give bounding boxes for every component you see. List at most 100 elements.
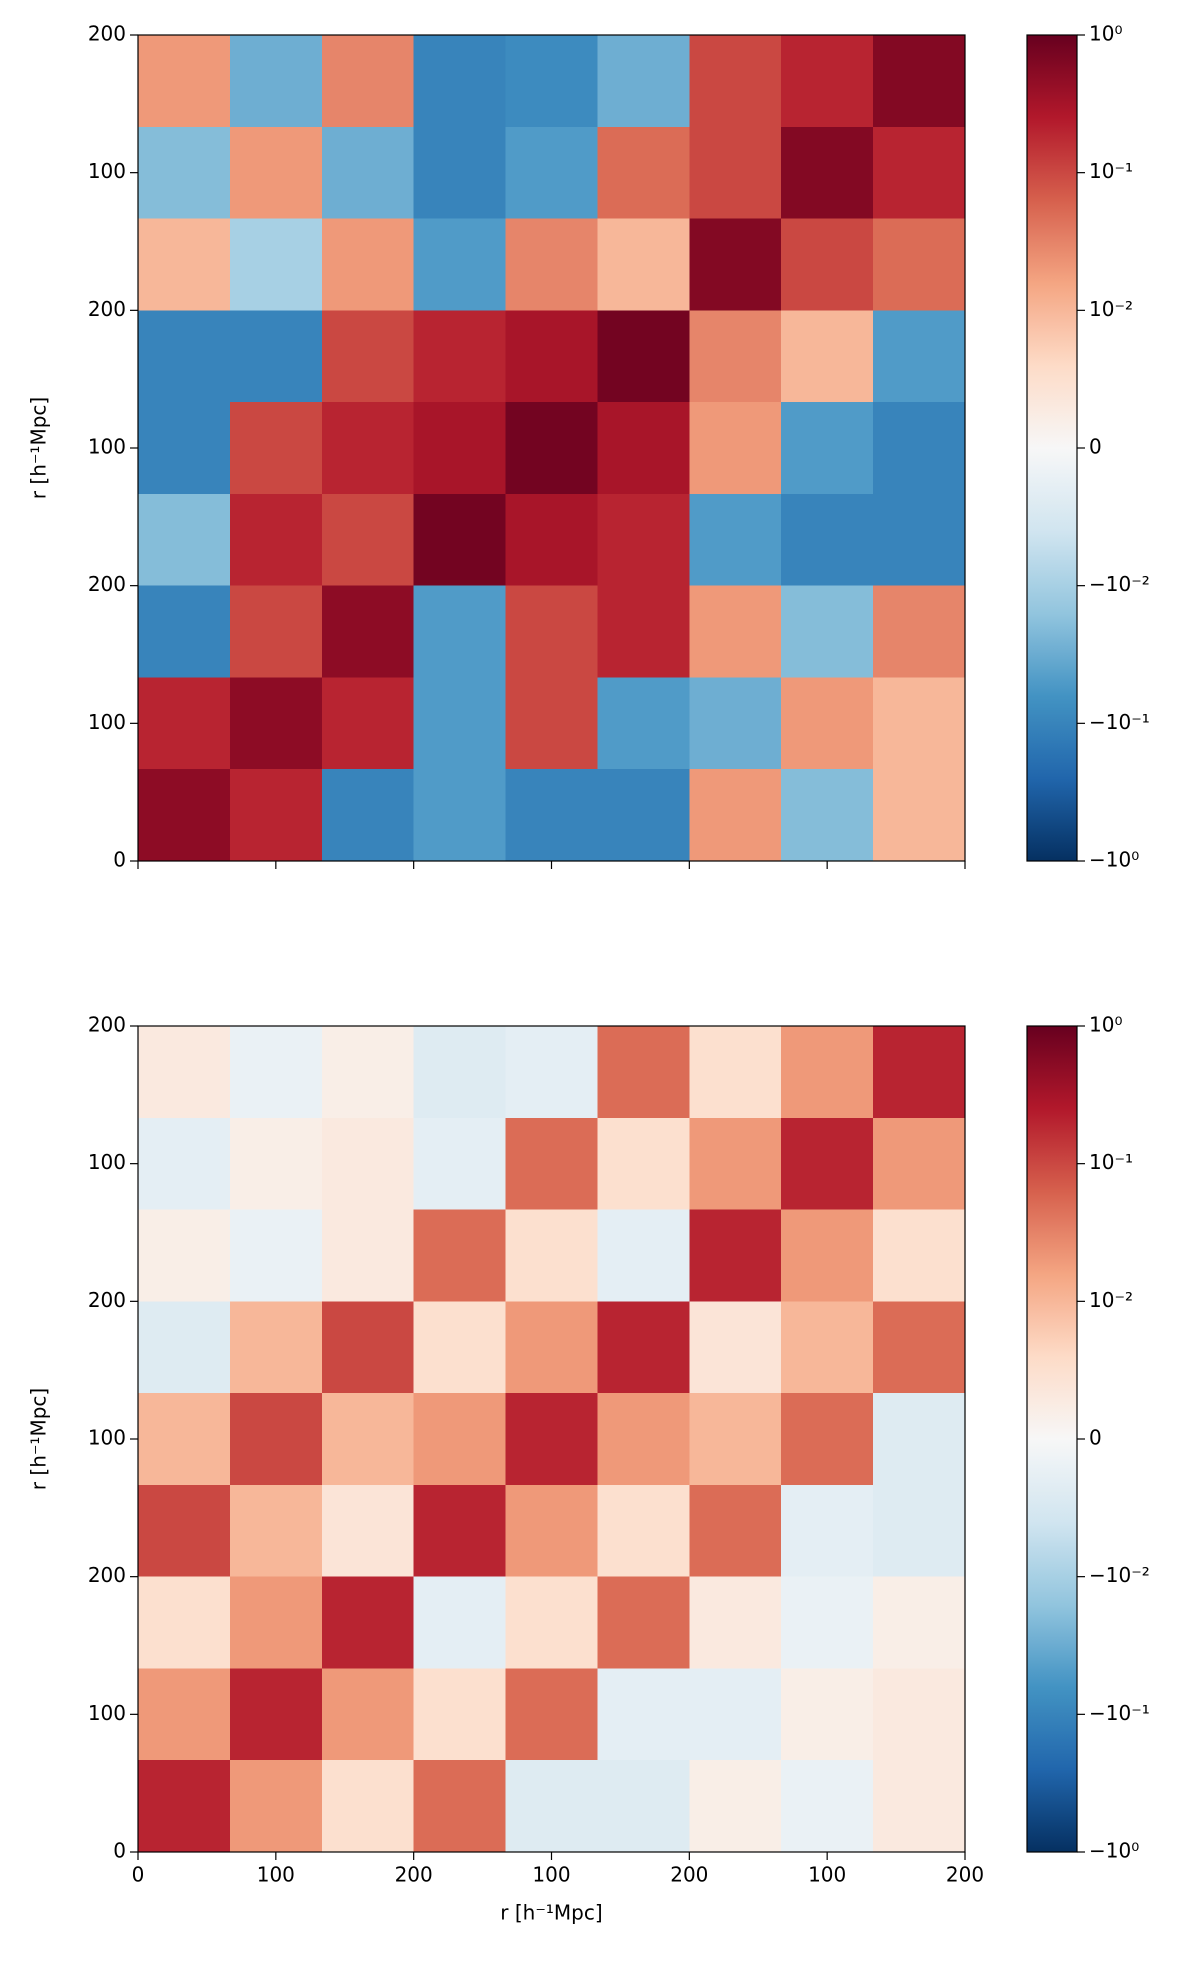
heatmap-cell (505, 1484, 598, 1578)
heatmap-cell (689, 585, 782, 678)
heatmap-cell (689, 1393, 782, 1486)
heatmap-cell (229, 1576, 323, 1669)
heatmap-cell (505, 218, 598, 311)
heatmap-cell (138, 1117, 231, 1211)
heatmap-cell (873, 769, 966, 862)
heatmap-cell (505, 493, 598, 587)
heatmap-cell (873, 493, 966, 587)
heatmap-cell (229, 1117, 323, 1211)
heatmap-cell (413, 126, 507, 220)
x-axis-label: r [h⁻¹Mpc] (500, 1901, 602, 1925)
heatmap-cell (413, 310, 507, 403)
heatmap-cell (321, 1393, 415, 1486)
colorbar-tick-label: 0 (1089, 1426, 1102, 1450)
heatmap-cell (873, 1026, 966, 1119)
heatmap-cell (781, 493, 874, 587)
heatmap-cell (689, 1301, 782, 1394)
heatmap-cell (781, 1301, 874, 1394)
y-tick-label: 100 (88, 435, 126, 459)
heatmap-cell (597, 493, 690, 587)
heatmap-cell (138, 1668, 231, 1761)
heatmap-cell (689, 1209, 782, 1302)
heatmap-cell (873, 677, 966, 770)
heatmap-cell (505, 769, 598, 862)
heatmap-cell (505, 126, 598, 220)
heatmap-cell (505, 310, 598, 403)
heatmap-cell (321, 1760, 415, 1853)
heatmap-cell (138, 35, 231, 128)
heatmap-cell (873, 218, 966, 311)
heatmap-cell (321, 1209, 415, 1302)
heatmap-cell (413, 585, 507, 678)
heatmap-cell (505, 585, 598, 678)
heatmap-cell (505, 35, 598, 128)
heatmap-cell (138, 1026, 231, 1119)
heatmap-cell (873, 35, 966, 128)
x-tick-label: 200 (946, 1863, 984, 1887)
heatmap-cell (873, 310, 966, 403)
heatmap-cell (505, 1117, 598, 1211)
heatmap-cell (597, 35, 690, 128)
colorbar-tick-label: −10⁰ (1089, 848, 1139, 872)
heatmap-cell (689, 1760, 782, 1853)
y-tick-label: 200 (88, 1563, 126, 1587)
x-tick-label: 0 (132, 1863, 145, 1887)
heatmap-cell (229, 402, 323, 495)
heatmap-cell (505, 402, 598, 495)
heatmap-cell (229, 493, 323, 587)
heatmap-cell (689, 769, 782, 862)
heatmap-cell (505, 1301, 598, 1394)
heatmap-cell (505, 677, 598, 770)
heatmap-cell (413, 1576, 507, 1669)
heatmap-cell (781, 1393, 874, 1486)
y-tick-label: 200 (88, 1013, 126, 1037)
heatmap-cell (413, 1484, 507, 1578)
heatmap-cell (321, 1117, 415, 1211)
heatmap-cell (413, 493, 507, 587)
heatmap-cell (321, 585, 415, 678)
colorbar-tick-label: 10⁰ (1089, 1013, 1122, 1037)
heatmap-cell (229, 769, 323, 862)
heatmap-cell (781, 310, 874, 403)
heatmap-cell (689, 218, 782, 311)
colorbar-tick-label: 10⁻¹ (1089, 159, 1133, 183)
colorbar (1026, 1025, 1078, 1853)
heatmap-cell (321, 677, 415, 770)
colorbar-tick-label: 10⁻² (1089, 1288, 1133, 1312)
colorbar (1026, 34, 1078, 862)
heatmap-cell (413, 1209, 507, 1302)
heatmap-cell (321, 35, 415, 128)
heatmap-cell (689, 1668, 782, 1761)
heatmap-cell (229, 1026, 323, 1119)
heatmap-panel: 0 100 200 100 200 100 200 r [h⁻¹Mpc] 10⁰ 10⁻¹ 10⁻²… (27, 22, 1150, 872)
heatmap-cell (321, 1026, 415, 1119)
heatmap-cell (138, 769, 231, 862)
heatmap-cell (781, 1576, 874, 1669)
colorbar-tick-label: −10⁻² (1089, 572, 1150, 596)
y-tick-label: 200 (88, 297, 126, 321)
heatmap-cell (597, 402, 690, 495)
heatmap-cell (597, 1393, 690, 1486)
heatmap-cell (505, 1026, 598, 1119)
heatmap-cell (321, 1484, 415, 1578)
heatmap-cell (597, 585, 690, 678)
y-axis-label: r [h⁻¹Mpc] (27, 1388, 51, 1490)
heatmap-cell (413, 769, 507, 862)
heatmap-cell (138, 1393, 231, 1486)
heatmap-cell (413, 1117, 507, 1211)
heatmap-cell (689, 1484, 782, 1578)
heatmap-cell (321, 1576, 415, 1669)
y-tick-label: 200 (88, 22, 126, 46)
heatmap-cell (689, 35, 782, 128)
heatmap-cell (781, 1668, 874, 1761)
colorbar-tick-label: 10⁻¹ (1089, 1150, 1133, 1174)
y-tick-label: 100 (88, 710, 126, 734)
heatmap-cell (781, 1209, 874, 1302)
heatmap-cell (138, 1301, 231, 1394)
heatmap-cell (229, 1209, 323, 1302)
heatmap-cell (781, 126, 874, 220)
heatmap-cell (597, 126, 690, 220)
y-tick-label: 200 (88, 1288, 126, 1312)
x-tick-label: 100 (532, 1863, 570, 1887)
heatmap-cell (229, 1393, 323, 1486)
